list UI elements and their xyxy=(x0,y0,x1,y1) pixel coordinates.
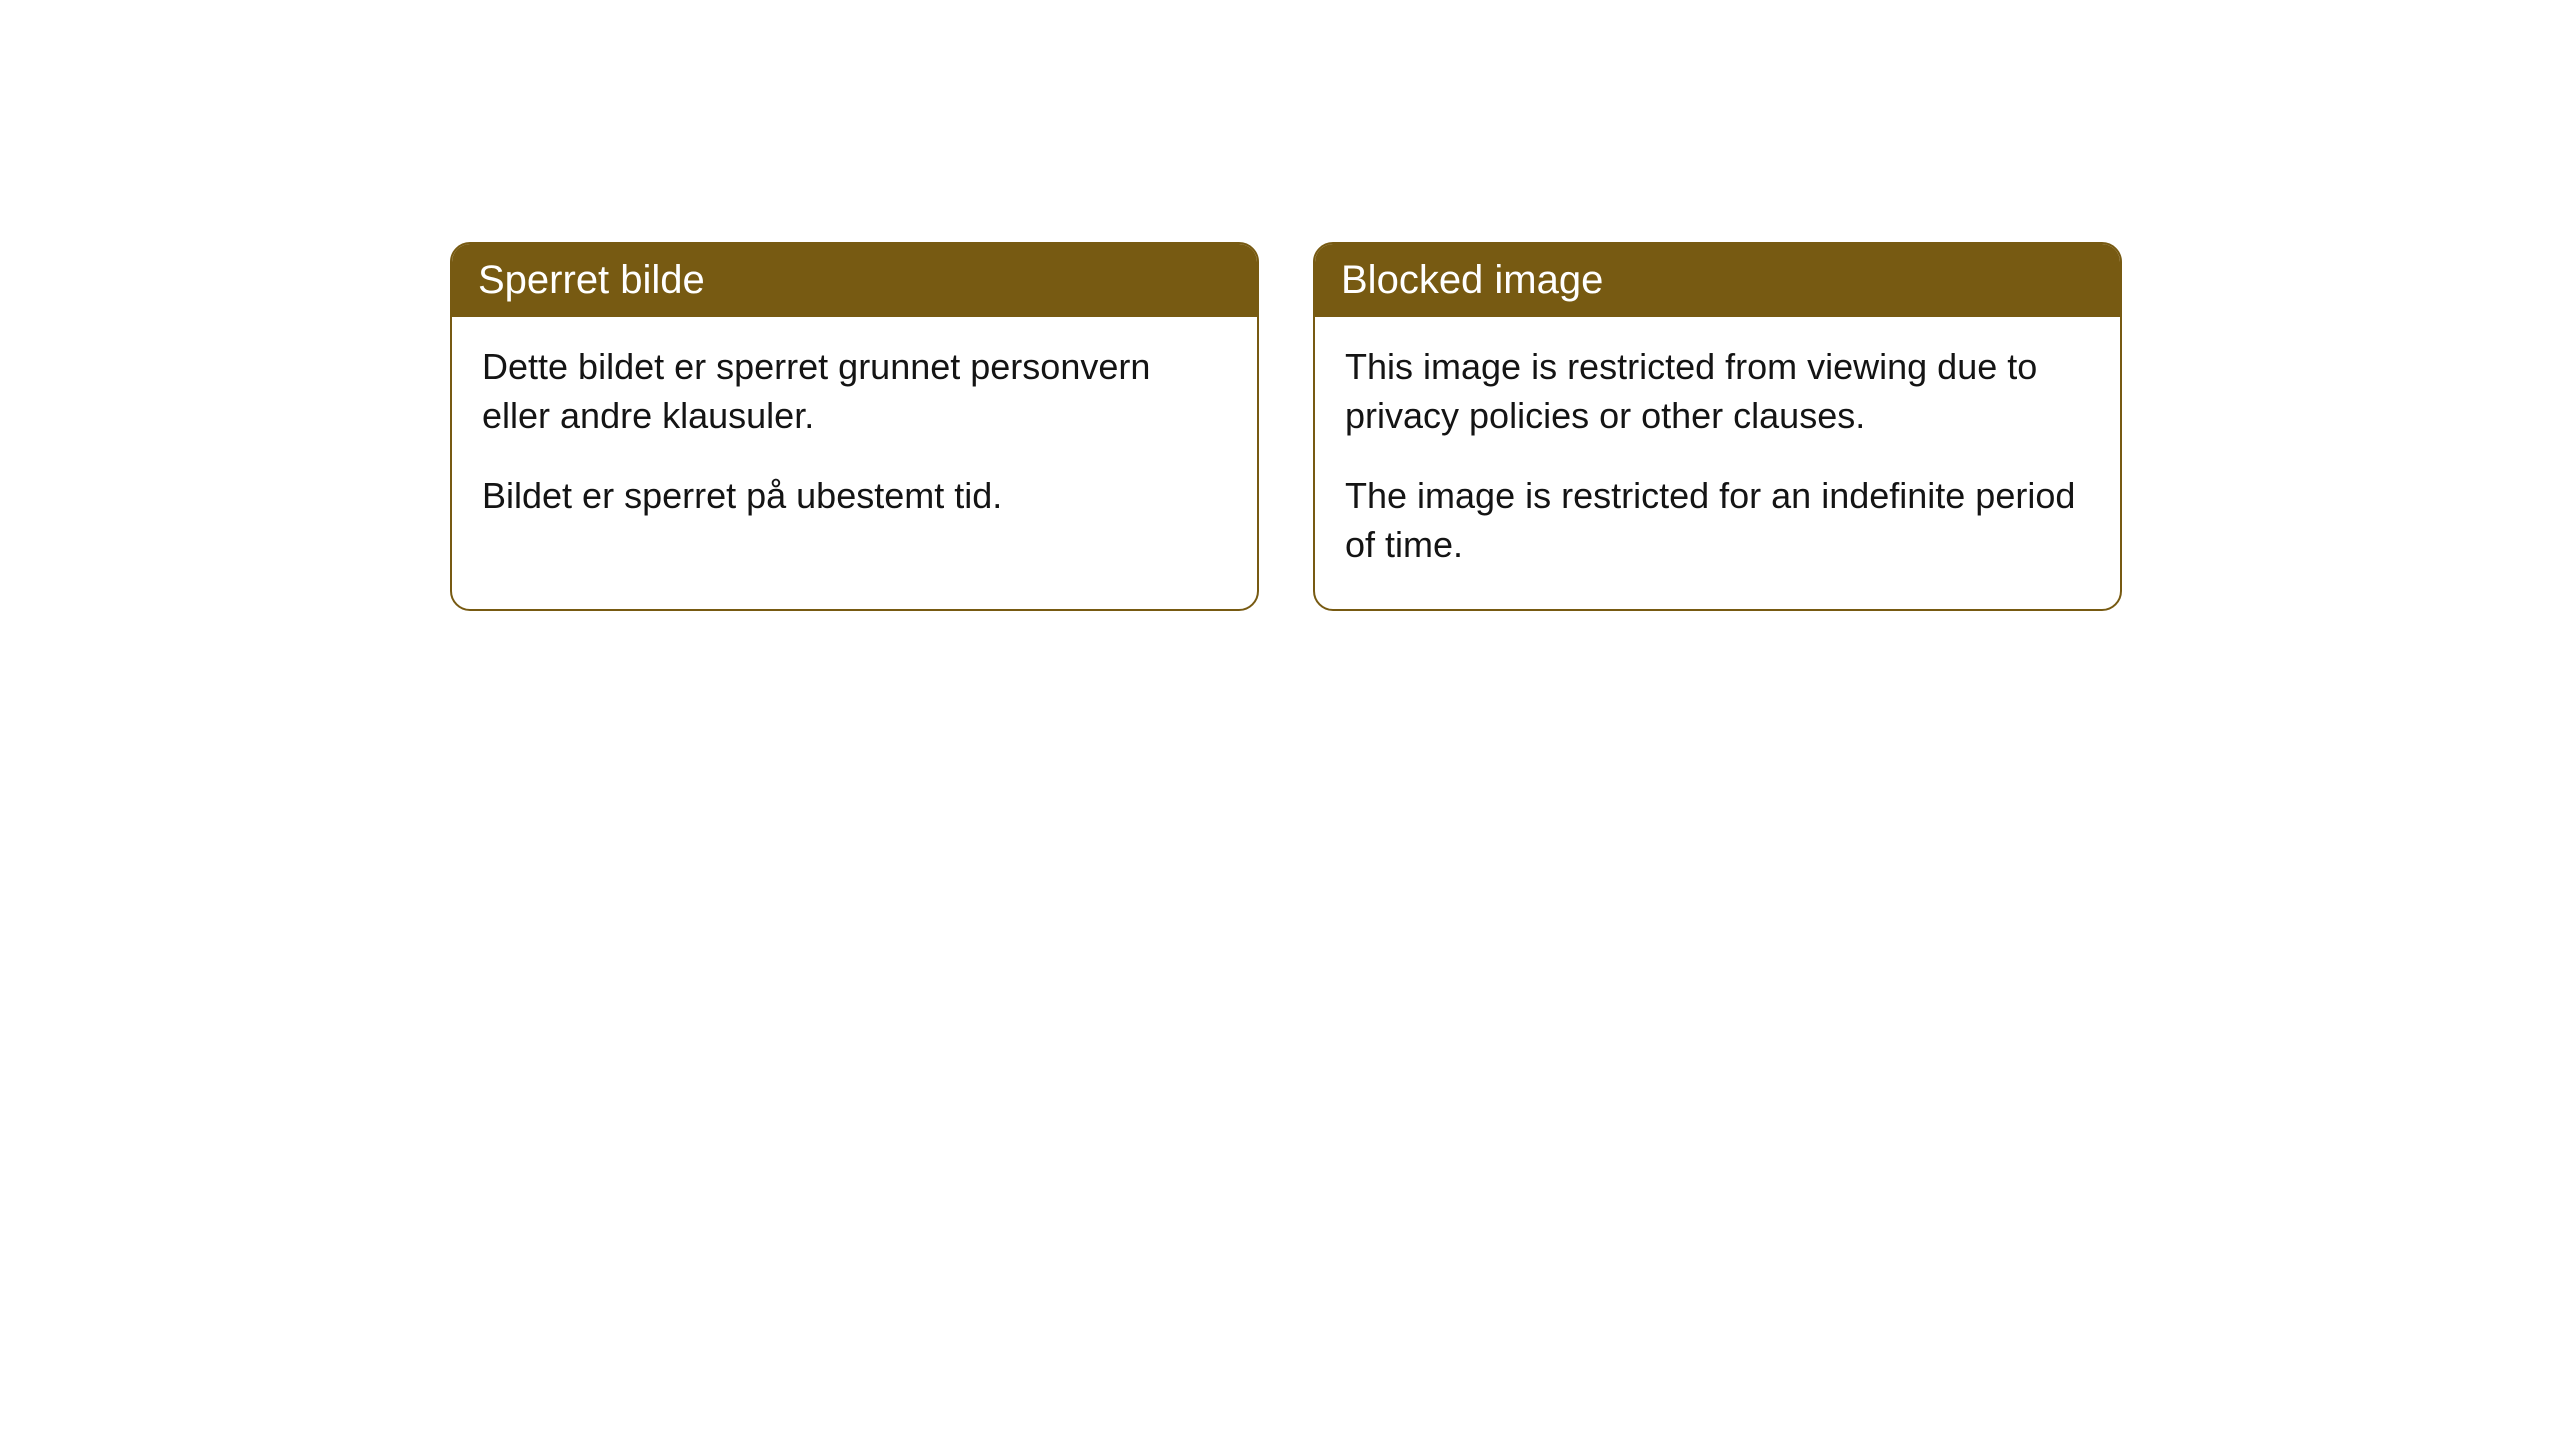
card-title: Blocked image xyxy=(1341,258,1603,302)
card-body: This image is restricted from viewing du… xyxy=(1315,317,2120,609)
blocked-image-card-english: Blocked image This image is restricted f… xyxy=(1313,242,2122,611)
card-title: Sperret bilde xyxy=(478,258,705,302)
card-paragraph: Bildet er sperret på ubestemt tid. xyxy=(482,472,1227,521)
card-paragraph: The image is restricted for an indefinit… xyxy=(1345,472,2090,569)
blocked-image-card-norwegian: Sperret bilde Dette bildet er sperret gr… xyxy=(450,242,1259,611)
card-paragraph: This image is restricted from viewing du… xyxy=(1345,343,2090,440)
notice-cards-container: Sperret bilde Dette bildet er sperret gr… xyxy=(0,0,2560,611)
card-paragraph: Dette bildet er sperret grunnet personve… xyxy=(482,343,1227,440)
card-header: Sperret bilde xyxy=(452,244,1257,317)
card-header: Blocked image xyxy=(1315,244,2120,317)
card-body: Dette bildet er sperret grunnet personve… xyxy=(452,317,1257,561)
